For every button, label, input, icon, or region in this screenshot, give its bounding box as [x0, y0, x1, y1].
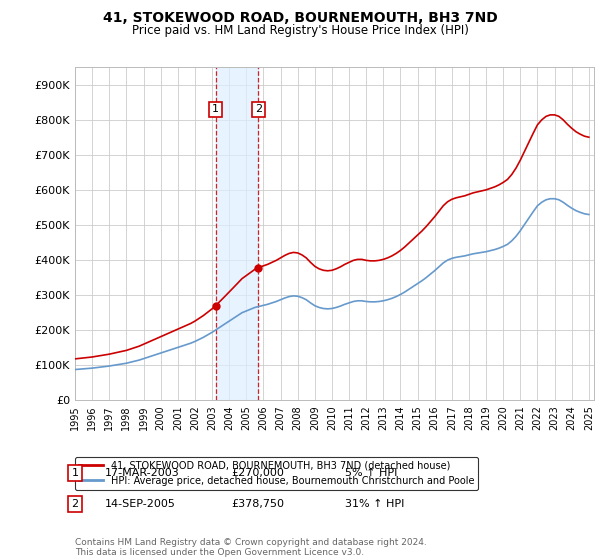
Text: Price paid vs. HM Land Registry's House Price Index (HPI): Price paid vs. HM Land Registry's House …: [131, 24, 469, 36]
Bar: [215, 67, 259, 400]
Text: 17-MAR-2003: 17-MAR-2003: [105, 468, 180, 478]
Text: £270,000: £270,000: [231, 468, 284, 478]
Text: £378,750: £378,750: [231, 499, 284, 509]
Text: 1: 1: [212, 104, 219, 114]
Legend: 41, STOKEWOOD ROAD, BOURNEMOUTH, BH3 7ND (detached house), HPI: Average price, d: 41, STOKEWOOD ROAD, BOURNEMOUTH, BH3 7ND…: [75, 457, 478, 489]
Text: 41, STOKEWOOD ROAD, BOURNEMOUTH, BH3 7ND: 41, STOKEWOOD ROAD, BOURNEMOUTH, BH3 7ND: [103, 11, 497, 25]
Text: 2: 2: [255, 104, 262, 114]
Text: Contains HM Land Registry data © Crown copyright and database right 2024.
This d: Contains HM Land Registry data © Crown c…: [75, 538, 427, 557]
Text: 5% ↑ HPI: 5% ↑ HPI: [345, 468, 397, 478]
Text: 1: 1: [71, 468, 79, 478]
Text: 31% ↑ HPI: 31% ↑ HPI: [345, 499, 404, 509]
Text: 2: 2: [71, 499, 79, 509]
Text: 14-SEP-2005: 14-SEP-2005: [105, 499, 176, 509]
